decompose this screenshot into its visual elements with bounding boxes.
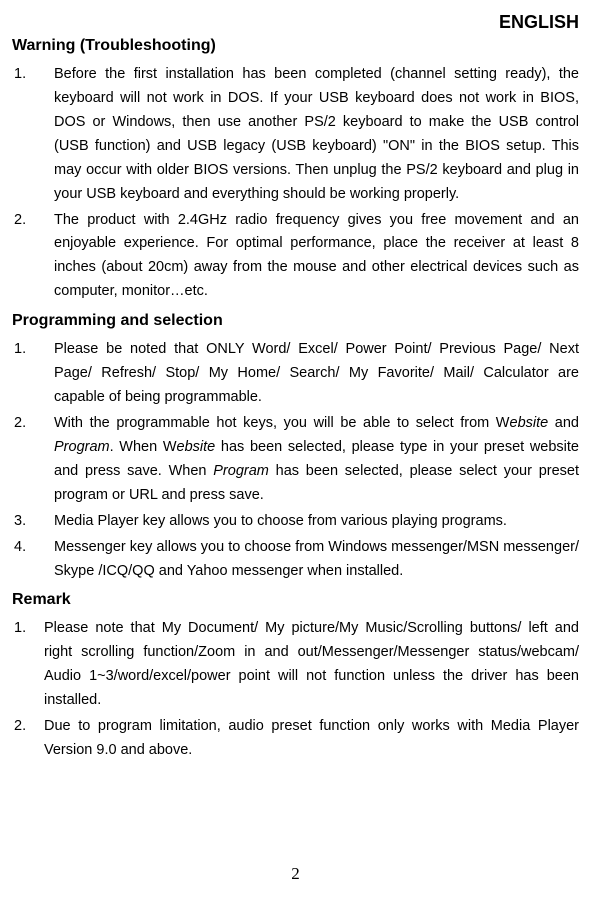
item-number: 1. <box>12 338 54 410</box>
item-text: Due to program limitation, audio preset … <box>44 715 579 763</box>
item-text: Please note that My Document/ My picture… <box>44 617 579 713</box>
programming-item-4: 4. Messenger key allows you to choose fr… <box>12 536 579 584</box>
remark-item-1: 1. Please note that My Document/ My pict… <box>12 617 579 713</box>
programming-item-2: 2. With the programmable hot keys, you w… <box>12 412 579 508</box>
item-number: 1. <box>12 617 44 713</box>
item-text: Media Player key allows you to choose fr… <box>54 510 579 534</box>
programming-heading: Programming and selection <box>12 312 579 330</box>
item-text: The product with 2.4GHz radio frequency … <box>54 209 579 305</box>
page-number: 2 <box>0 864 591 884</box>
remark-item-2: 2. Due to program limitation, audio pres… <box>12 715 579 763</box>
item-number: 1. <box>12 63 54 207</box>
programming-item-3: 3. Media Player key allows you to choose… <box>12 510 579 534</box>
item-number: 2. <box>12 209 54 305</box>
item-number: 2. <box>12 715 44 763</box>
item-text: Messenger key allows you to choose from … <box>54 536 579 584</box>
item-text: Please be noted that ONLY Word/ Excel/ P… <box>54 338 579 410</box>
remark-heading: Remark <box>12 591 579 609</box>
warning-item-2: 2. The product with 2.4GHz radio frequen… <box>12 209 579 305</box>
item-number: 2. <box>12 412 54 508</box>
warning-heading: Warning (Troubleshooting) <box>12 37 579 55</box>
item-number: 4. <box>12 536 54 584</box>
language-label: ENGLISH <box>12 12 579 33</box>
programming-item-1: 1. Please be noted that ONLY Word/ Excel… <box>12 338 579 410</box>
warning-item-1: 1. Before the first installation has bee… <box>12 63 579 207</box>
item-number: 3. <box>12 510 54 534</box>
item-text: With the programmable hot keys, you will… <box>54 412 579 508</box>
item-text: Before the first installation has been c… <box>54 63 579 207</box>
